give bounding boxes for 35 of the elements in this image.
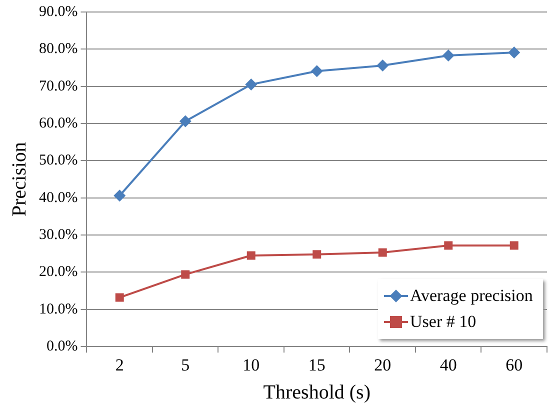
x-tick-label: 40 bbox=[440, 355, 457, 374]
point bbox=[510, 241, 518, 250]
x-tick-label: 15 bbox=[308, 355, 326, 374]
point bbox=[444, 241, 453, 250]
point bbox=[376, 60, 389, 72]
point bbox=[245, 78, 258, 90]
x-tick-label: 2 bbox=[115, 355, 124, 374]
point bbox=[312, 250, 322, 259]
x-axis-title: Threshold (s) bbox=[263, 381, 370, 404]
y-tick-label: 50.0% bbox=[38, 152, 78, 169]
y-tick-label: 10.0% bbox=[38, 301, 78, 318]
y-tick-label: 30.0% bbox=[38, 227, 78, 244]
point bbox=[179, 115, 192, 128]
point bbox=[378, 248, 387, 257]
point bbox=[115, 293, 124, 302]
y-axis-title: Precision bbox=[8, 142, 30, 217]
point bbox=[310, 65, 323, 78]
y-tick-label: 20.0% bbox=[38, 264, 78, 280]
y-tick-label: 90.0% bbox=[38, 4, 78, 20]
y-tick-label: 70.0% bbox=[38, 78, 78, 94]
x-tick-label: 20 bbox=[374, 355, 392, 374]
point bbox=[508, 46, 520, 59]
legend-label: Average precision bbox=[410, 286, 533, 306]
y-tick-label: 80.0% bbox=[38, 41, 78, 58]
point bbox=[246, 251, 256, 260]
y-tick-label: 0.0% bbox=[46, 338, 78, 355]
y-tick-label: 60.0% bbox=[38, 115, 78, 132]
legend-label: User # 10 bbox=[410, 312, 476, 332]
point bbox=[114, 190, 126, 202]
point bbox=[181, 270, 190, 279]
x-tick-label: 5 bbox=[181, 355, 190, 374]
x-tick-label: 60 bbox=[506, 355, 523, 374]
point bbox=[442, 50, 454, 62]
x-tick-label: 10 bbox=[242, 355, 260, 374]
y-tick-label: 40.0% bbox=[38, 190, 78, 206]
